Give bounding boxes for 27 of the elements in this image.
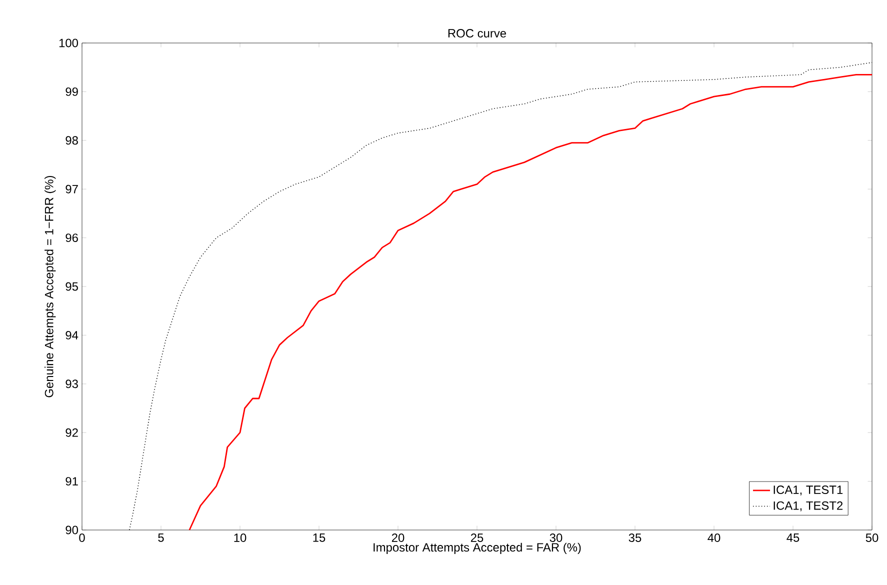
x-tick-label: 5 bbox=[158, 534, 164, 542]
x-tick-label: 40 bbox=[708, 534, 720, 542]
x-tick-label: 25 bbox=[470, 534, 484, 542]
y-tick-label: 94 bbox=[66, 330, 78, 340]
y-tick-label: 98 bbox=[66, 136, 78, 145]
y-tick-label: 90 bbox=[66, 526, 78, 534]
y-axis-title: Genuine Attempts Accepted = 1−FRR (%) bbox=[44, 176, 56, 398]
legend-label: ICA1, TEST1 bbox=[774, 486, 843, 496]
x-tick-label: 0 bbox=[79, 534, 85, 542]
y-tick-label: 97 bbox=[66, 184, 78, 194]
y-tick-label: 95 bbox=[66, 282, 78, 291]
x-tick-label: 35 bbox=[628, 534, 642, 542]
legend-label: ICA1, TEST2 bbox=[774, 501, 843, 512]
y-tick-label: 96 bbox=[66, 234, 78, 242]
x-tick-label: 20 bbox=[392, 534, 404, 542]
x-tick-label: 10 bbox=[234, 534, 246, 542]
y-tick-label: 99 bbox=[66, 87, 78, 96]
y-tick-label: 100 bbox=[59, 38, 78, 48]
y-tick-label: 91 bbox=[66, 477, 78, 486]
chart-title: ROC curve bbox=[448, 29, 506, 38]
y-tick-label: 93 bbox=[66, 380, 78, 388]
y-tick-label: 92 bbox=[66, 428, 78, 437]
x-tick-label: 15 bbox=[313, 534, 326, 542]
x-tick-label: 45 bbox=[786, 534, 800, 542]
x-tick-label: 50 bbox=[866, 534, 878, 542]
x-axis-title: Impostor Attempts Accepted = FAR (%) bbox=[374, 542, 581, 554]
x-tick-label: 30 bbox=[550, 534, 562, 542]
